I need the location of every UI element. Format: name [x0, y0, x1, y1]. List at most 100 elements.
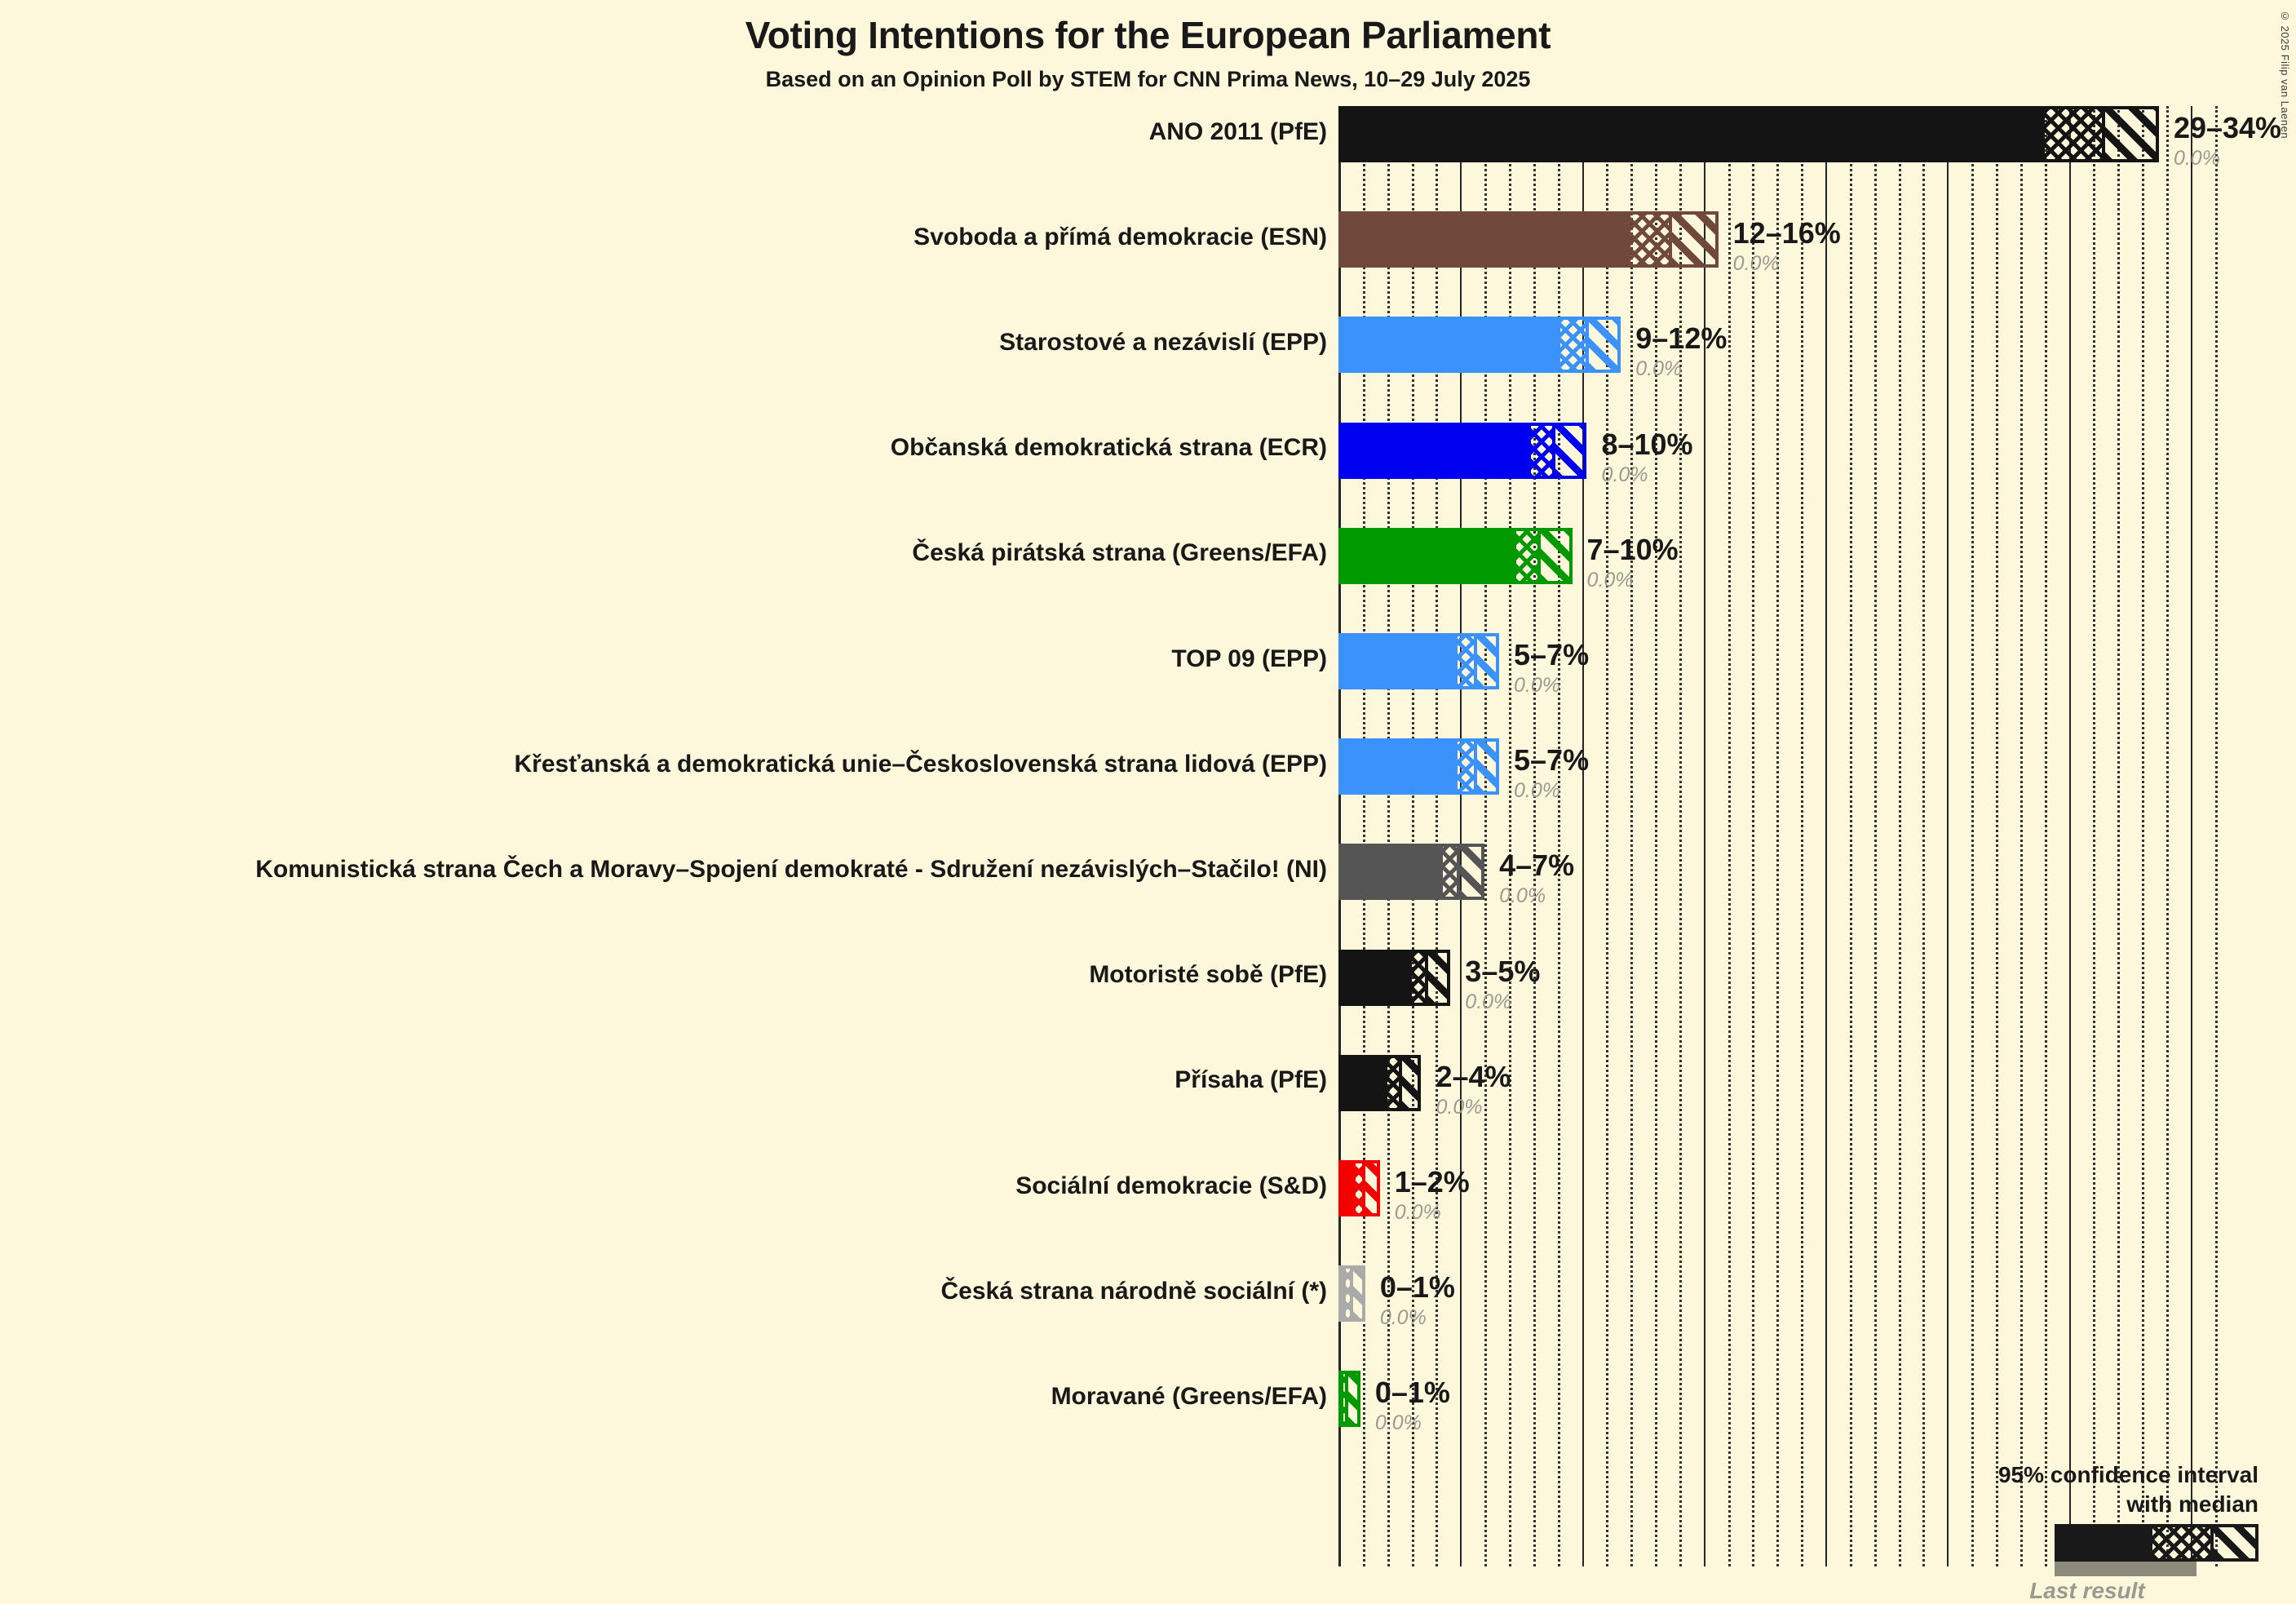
- legend-last-result-bar: [2055, 1562, 2196, 1576]
- value-range-label: 0–1%: [1379, 1270, 1455, 1305]
- chart-title: Voting Intentions for the European Parli…: [745, 14, 1551, 56]
- value-range-label: 7–10%: [1586, 532, 1679, 566]
- bar-segment-median-crosshatch: [1458, 738, 1478, 795]
- gridline-minor: [1801, 106, 1804, 1566]
- legend-segment-diagonal: [2213, 1527, 2255, 1558]
- value-range-label: 0–1%: [1374, 1376, 1450, 1410]
- bar-segment-median-crosshatch: [1443, 844, 1461, 901]
- gridline-major: [2068, 106, 2071, 1566]
- last-result-value-label: 0.0%: [1635, 357, 1683, 381]
- gridline-minor: [1362, 106, 1365, 1566]
- bar-segment-lower-solid: [1338, 422, 1531, 479]
- bar-segment-upper-diagonal: [1352, 1265, 1365, 1323]
- bar-segment-lower-solid: [1338, 1265, 1346, 1323]
- bar-segment-upper-diagonal: [2105, 106, 2159, 162]
- category-label: Motoristé sobě (PfE): [1089, 961, 1327, 989]
- category-label: Sociální demokracie (S&D): [1015, 1172, 1327, 1199]
- last-result-value-label: 0.0%: [2173, 147, 2220, 170]
- category-label: Občanská demokratická strana (ECR): [890, 434, 1327, 462]
- gridline-minor: [1484, 106, 1488, 1566]
- last-result-value-label: 0.0%: [1436, 1095, 1483, 1119]
- gridline-minor: [1728, 106, 1731, 1566]
- value-range-label: 2–4%: [1436, 1059, 1511, 1093]
- bar-segment-lower-solid: [1338, 211, 1631, 268]
- category-label: Moravané (Greens/EFA): [1051, 1382, 1327, 1410]
- legend-bar-wrap: Last result: [1916, 1524, 2258, 1603]
- bar-segment-upper-diagonal: [1401, 1054, 1422, 1111]
- legend-segment-solid: [2058, 1527, 2153, 1558]
- gridline-minor: [1655, 106, 1658, 1566]
- gridline-minor: [2117, 106, 2121, 1566]
- gridline-minor: [1849, 106, 1852, 1566]
- bar-segment-median-crosshatch: [1411, 949, 1429, 1006]
- legend-segment-crosshatch: [2152, 1527, 2214, 1558]
- value-range-label: 4–7%: [1499, 849, 1575, 883]
- confidence-interval-bar: [1338, 844, 1485, 901]
- value-range-label: 12–16%: [1732, 216, 1841, 250]
- gridline-minor: [1557, 106, 1560, 1566]
- bar-segment-median-crosshatch: [1343, 1371, 1348, 1428]
- bar-segment-median-crosshatch: [1530, 422, 1555, 479]
- confidence-interval-bar: [1338, 211, 1719, 268]
- category-label: Komunistická strana Čech a Moravy–Spojen…: [255, 855, 1327, 883]
- bar-segment-upper-diagonal: [1347, 1371, 1360, 1428]
- gridline-major: [1703, 106, 1705, 1566]
- last-result-value-label: 0.0%: [1514, 674, 1560, 697]
- bar-segment-median-crosshatch: [1458, 633, 1478, 689]
- gridline-minor: [1971, 106, 1975, 1566]
- value-range-label: 1–2%: [1394, 1165, 1470, 1199]
- copyright-notice: © 2025 Filip van Laenen: [2279, 10, 2291, 140]
- last-result-value-label: 0.0%: [1379, 1306, 1427, 1330]
- gridline-minor: [1995, 106, 1998, 1566]
- gridline-major: [1825, 106, 1827, 1566]
- bar-segment-upper-diagonal: [1365, 1160, 1380, 1216]
- value-range-label: 29–34%: [2173, 111, 2282, 144]
- confidence-interval-bar: [1338, 1160, 1380, 1216]
- bar-segment-median-crosshatch: [1345, 1265, 1353, 1323]
- value-range-label: 3–5%: [1465, 954, 1541, 988]
- bar-segment-lower-solid: [1338, 106, 2045, 162]
- confidence-interval-bar: [1338, 1054, 1422, 1111]
- confidence-interval-bar: [1338, 106, 2159, 162]
- confidence-interval-bar: [1338, 738, 1499, 795]
- legend: 95% confidence interval with median Last…: [1916, 1460, 2258, 1603]
- category-label: TOP 09 (EPP): [1171, 645, 1327, 672]
- category-label: ANO 2011 (PfE): [1148, 117, 1327, 145]
- category-label: Křesťanská a demokratická unie–Českoslov…: [514, 750, 1327, 778]
- gridline-minor: [1630, 106, 1634, 1566]
- value-range-label: 8–10%: [1601, 427, 1693, 461]
- gridline-minor: [1679, 106, 1682, 1566]
- last-result-value-label: 0.0%: [1732, 252, 1780, 276]
- gridline-minor: [1922, 106, 1926, 1566]
- gridline-minor: [1387, 106, 1390, 1566]
- bar-segment-upper-diagonal: [1428, 949, 1451, 1006]
- bar-segment-lower-solid: [1338, 527, 1516, 584]
- gridline-minor: [1533, 106, 1536, 1566]
- legend-last-result-label: Last result: [2029, 1578, 2145, 1603]
- bar-segment-lower-solid: [1338, 1160, 1356, 1216]
- bar-segment-lower-solid: [1338, 317, 1560, 374]
- gridline-minor: [1898, 106, 1901, 1566]
- bar-segment-median-crosshatch: [1387, 1054, 1402, 1111]
- gridline-minor: [2093, 106, 2096, 1566]
- legend-ci-sample-bar: [2055, 1524, 2258, 1562]
- gridline-minor: [1436, 106, 1439, 1566]
- gridline-minor: [2020, 106, 2023, 1566]
- category-label: Česká strana národně sociální (*): [940, 1277, 1328, 1305]
- last-result-value-label: 0.0%: [1499, 884, 1546, 908]
- legend-ci-line2: with median: [2126, 1491, 2258, 1517]
- last-result-value-label: 0.0%: [1586, 568, 1634, 592]
- y-axis-line: [1338, 106, 1341, 1566]
- value-range-label: 5–7%: [1514, 743, 1590, 778]
- gridline-minor: [2214, 106, 2218, 1566]
- bar-segment-median-crosshatch: [2044, 106, 2106, 162]
- plot-area: [1338, 106, 2219, 1566]
- gridline-minor: [1752, 106, 1755, 1566]
- gridline-major: [2190, 106, 2192, 1566]
- confidence-interval-bar: [1338, 633, 1499, 689]
- category-label: Starostové a nezávislí (EPP): [999, 328, 1327, 356]
- last-result-value-label: 0.0%: [1374, 1411, 1422, 1435]
- last-result-value-label: 0.0%: [1514, 779, 1560, 803]
- gridline-minor: [1874, 106, 1877, 1566]
- confidence-interval-bar: [1338, 422, 1587, 479]
